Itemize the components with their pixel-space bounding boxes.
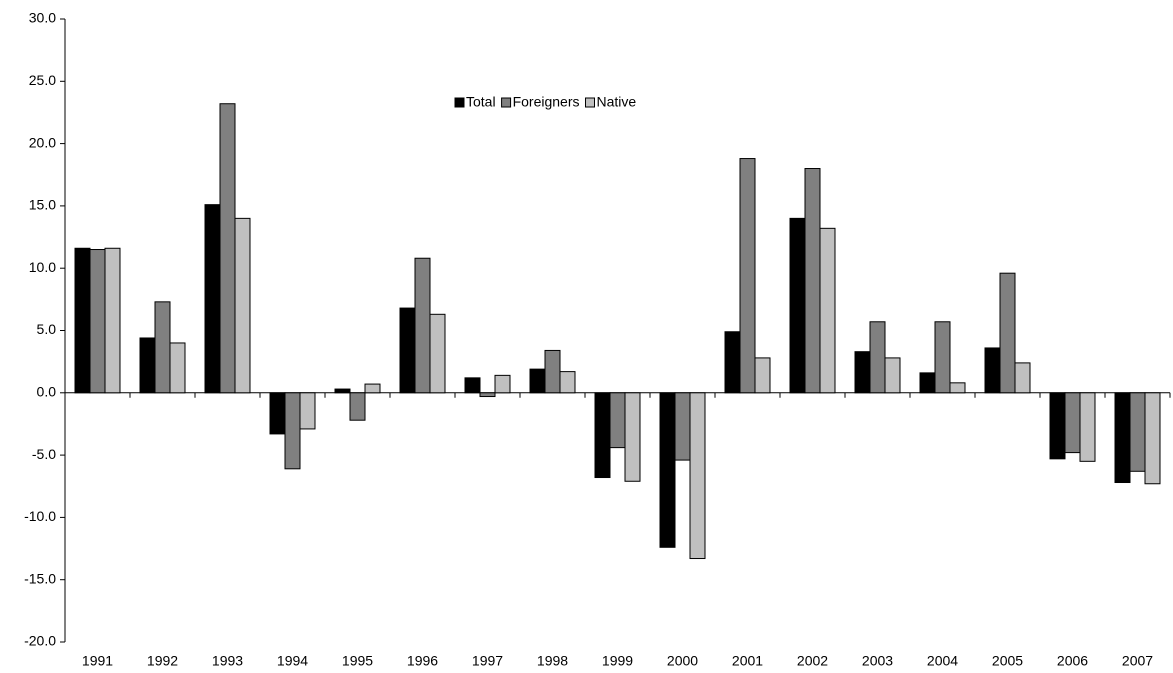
y-tick-label: 10.0 (29, 259, 56, 275)
bar (1064, 392, 1081, 454)
bar (139, 337, 156, 394)
bar (269, 392, 286, 435)
legend-label: Native (597, 94, 637, 110)
bar (104, 247, 121, 394)
bar (1144, 392, 1161, 485)
bar (984, 347, 1001, 394)
bar (219, 103, 236, 394)
y-tick-label: -20.0 (24, 633, 56, 649)
bar (1129, 392, 1146, 472)
x-tick-label: 2000 (667, 653, 698, 669)
bar (1049, 392, 1066, 460)
bar (609, 392, 626, 449)
x-tick-label: 2004 (927, 653, 958, 669)
y-tick-label: 30.0 (29, 10, 56, 26)
x-tick-label: 1995 (342, 653, 373, 669)
x-tick-label: 1991 (82, 653, 113, 669)
bar (414, 257, 431, 394)
y-tick-label: 15.0 (29, 197, 56, 213)
bar (429, 313, 446, 394)
bar (934, 321, 951, 394)
y-tick-label: 5.0 (37, 321, 57, 337)
bar (399, 307, 416, 394)
x-tick-label: 1994 (277, 653, 308, 669)
x-tick-label: 2005 (992, 653, 1023, 669)
bar (154, 301, 171, 394)
bar (1014, 362, 1031, 394)
bar (949, 382, 966, 394)
x-tick-label: 2001 (732, 653, 763, 669)
x-tick-label: 2002 (797, 653, 828, 669)
bar (234, 217, 251, 394)
bar (884, 357, 901, 394)
y-tick-label: 25.0 (29, 72, 56, 88)
y-tick-label: -5.0 (32, 446, 56, 462)
bar (789, 217, 806, 394)
bar (529, 368, 546, 394)
x-tick-label: 1997 (472, 653, 503, 669)
bar (674, 392, 691, 461)
bar (169, 342, 186, 394)
bar (999, 272, 1016, 394)
bar (754, 357, 771, 394)
bar (804, 168, 821, 394)
y-tick-label: -15.0 (24, 570, 56, 586)
bar (364, 383, 381, 394)
bar (689, 392, 706, 560)
bar (284, 392, 301, 470)
bar (204, 204, 221, 394)
y-tick-label: -10.0 (24, 508, 56, 524)
bar (464, 377, 481, 394)
bar (89, 249, 106, 394)
y-tick-label: 0.0 (37, 384, 57, 400)
x-tick-label: 2003 (862, 653, 893, 669)
bar (349, 392, 366, 421)
x-tick-label: 1992 (147, 653, 178, 669)
bar (624, 392, 641, 482)
bar (1114, 392, 1131, 484)
y-tick-label: 20.0 (29, 134, 56, 150)
bar (724, 331, 741, 394)
bar (869, 321, 886, 394)
legend-swatch (454, 97, 465, 108)
bar (334, 388, 351, 394)
bar (74, 247, 91, 394)
bar (594, 392, 611, 479)
x-tick-label: 2007 (1122, 653, 1153, 669)
x-tick-label: 1996 (407, 653, 438, 669)
bar (1079, 392, 1096, 462)
legend-swatch (585, 97, 595, 108)
legend-swatch (501, 97, 512, 108)
legend-label: Foreigners (513, 94, 580, 110)
bar (544, 349, 561, 394)
x-tick-label: 1993 (212, 653, 243, 669)
x-tick-label: 1999 (602, 653, 633, 669)
bar (919, 372, 936, 394)
bar (479, 392, 496, 398)
bar (854, 351, 871, 394)
bar (659, 392, 676, 548)
legend-label: Total (466, 94, 496, 110)
bar (494, 374, 511, 394)
bar (299, 392, 316, 430)
bar (739, 158, 756, 394)
bar (559, 371, 576, 394)
x-tick-label: 1998 (537, 653, 568, 669)
bar (819, 227, 836, 394)
x-tick-label: 2006 (1057, 653, 1088, 669)
